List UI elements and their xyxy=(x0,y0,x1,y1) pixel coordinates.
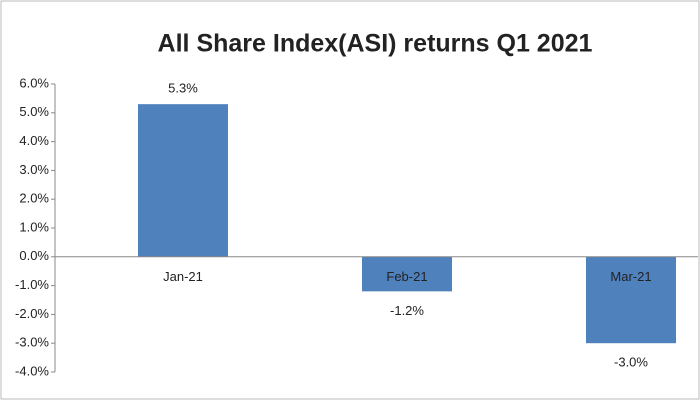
y-tick-label: 5.0% xyxy=(19,104,49,119)
value-label: -3.0% xyxy=(614,355,648,370)
y-tick-label: -3.0% xyxy=(15,335,49,350)
value-label: -1.2% xyxy=(390,303,424,318)
y-tick-label: 2.0% xyxy=(19,191,49,206)
y-tick-label: 1.0% xyxy=(19,219,49,234)
y-tick-label: 4.0% xyxy=(19,133,49,148)
bar xyxy=(138,104,228,257)
y-tick-label: 6.0% xyxy=(19,75,49,90)
bar xyxy=(362,256,452,292)
x-tick-label: Feb-21 xyxy=(386,269,427,284)
y-tick-label: -2.0% xyxy=(15,306,49,321)
y-tick-label: 0.0% xyxy=(19,248,49,263)
y-tick-label: -4.0% xyxy=(15,363,49,378)
x-tick-label: Jan-21 xyxy=(163,269,203,284)
x-tick-label: Mar-21 xyxy=(610,269,651,284)
chart-title: All Share Index(ASI) returns Q1 2021 xyxy=(158,30,593,58)
value-label: 5.3% xyxy=(168,81,198,96)
y-tick-label: 3.0% xyxy=(19,162,49,177)
y-tick-label: -1.0% xyxy=(15,277,49,292)
bar xyxy=(586,256,676,344)
